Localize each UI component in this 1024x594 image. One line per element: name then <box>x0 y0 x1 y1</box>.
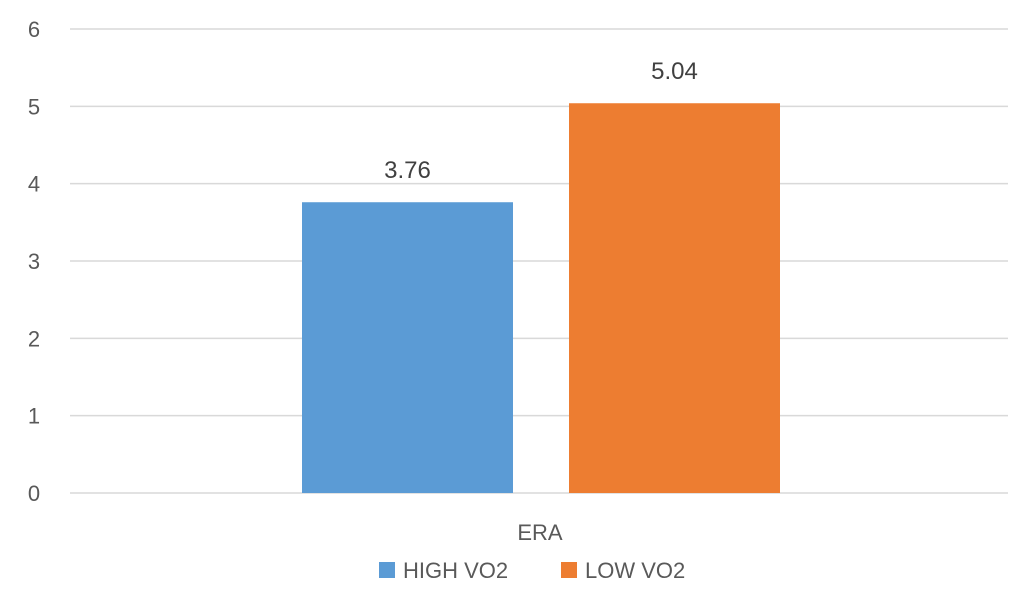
data-label-low-vo2: 5.04 <box>651 58 698 85</box>
y-tick-label-2: 2 <box>28 326 40 351</box>
y-tick-label-4: 4 <box>28 172 40 197</box>
legend-label-low-vo2: LOW VO2 <box>585 558 685 583</box>
bar-low-vo2 <box>569 103 780 494</box>
legend: HIGH VO2 LOW VO2 <box>379 558 685 583</box>
gridlines <box>70 28 1008 494</box>
data-label-high-vo2: 3.76 <box>384 157 431 184</box>
legend-label-high-vo2: HIGH VO2 <box>403 558 508 583</box>
x-axis-categories: ERA <box>517 520 563 545</box>
y-tick-label-1: 1 <box>28 404 40 429</box>
y-axis-ticks: 0 1 2 3 4 5 6 <box>28 17 40 506</box>
x-category-label: ERA <box>517 520 563 545</box>
bar-high-vo2 <box>302 202 513 493</box>
bars <box>302 103 780 494</box>
data-labels: 3.76 5.04 <box>384 58 698 184</box>
y-tick-label-5: 5 <box>28 94 40 119</box>
y-tick-label-6: 6 <box>28 17 40 42</box>
y-tick-label-3: 3 <box>28 249 40 274</box>
legend-swatch-high-vo2 <box>379 562 395 578</box>
legend-swatch-low-vo2 <box>561 562 577 578</box>
y-tick-label-0: 0 <box>28 481 40 506</box>
